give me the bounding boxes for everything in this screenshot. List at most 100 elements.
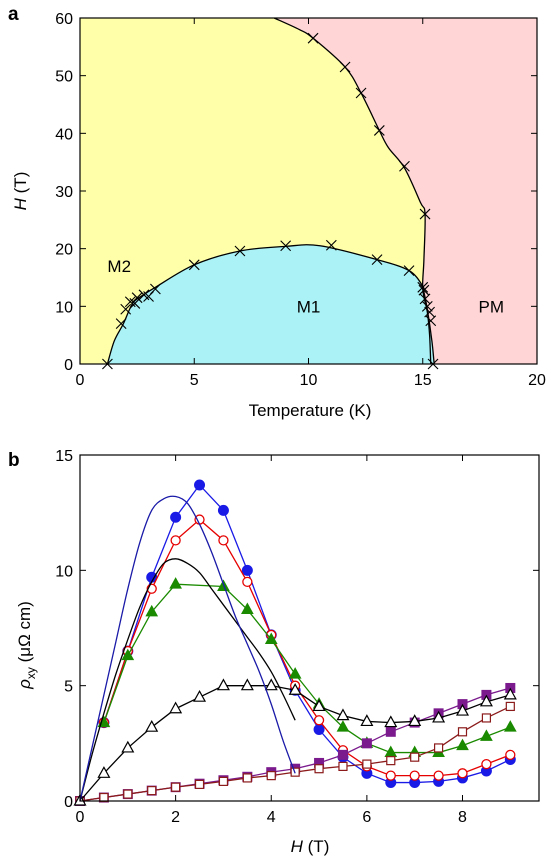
- panel-a-y-tick-label: 30: [55, 184, 73, 201]
- series-7-line: [79, 495, 296, 802]
- data-point: [264, 632, 278, 645]
- data-point: [121, 740, 135, 753]
- data-point: [385, 770, 396, 781]
- data-point: [503, 687, 517, 700]
- data-point: [97, 766, 111, 778]
- phase-marker: [373, 125, 385, 136]
- data-point: [479, 694, 493, 707]
- phase-marker: [419, 208, 431, 220]
- phase-marker: [280, 240, 292, 252]
- data-point: [123, 789, 133, 799]
- phase-marker: [150, 283, 161, 295]
- data-point: [288, 683, 302, 695]
- panel-a-x-tick-label: 15: [414, 372, 432, 389]
- phase-marker: [307, 32, 319, 44]
- panel-a-y-tick-label: 0: [64, 357, 73, 374]
- series-3: [75, 682, 516, 806]
- panel-a-x-tick-label: 20: [528, 372, 546, 389]
- data-point: [455, 703, 470, 716]
- panel-a-x-axis-label: Temperature (K): [249, 401, 372, 420]
- phase-marker: [234, 245, 246, 257]
- panel-b-x-tick-label: 2: [171, 809, 180, 826]
- panel-b-hall-resistivity: b 0 2 4 6 8 0 5 10 15 H (T) ρxy (μΩ cm): [8, 448, 540, 856]
- data-point: [169, 701, 183, 714]
- data-point: [170, 535, 181, 546]
- phase-marker: [339, 61, 351, 73]
- data-point: [433, 770, 444, 781]
- phase-marker: [188, 259, 200, 271]
- data-point: [336, 708, 350, 721]
- panel-a-y-tick-label: 40: [55, 126, 73, 143]
- panel-b-x-axis-label: H (T): [291, 837, 330, 856]
- panel-b-y-tick-label: 5: [64, 679, 73, 696]
- phase-marker: [371, 254, 383, 266]
- panel-a-y-axis-label: H (T): [11, 172, 30, 211]
- panel-a-y-tick-label: 10: [55, 299, 73, 316]
- data-point: [505, 701, 515, 712]
- phase-marker: [120, 303, 132, 315]
- data-point: [336, 720, 350, 732]
- series-4: [75, 701, 515, 806]
- data-point: [409, 770, 420, 781]
- region-label-pm: PM: [479, 297, 505, 316]
- data-point: [266, 771, 276, 781]
- phase-marker: [425, 315, 437, 327]
- data-point: [240, 602, 254, 615]
- panel-b-x-tick-label: 0: [76, 809, 85, 826]
- data-point: [362, 759, 372, 769]
- data-point: [99, 792, 109, 803]
- data-point: [480, 729, 493, 741]
- data-point: [386, 756, 396, 766]
- data-point: [313, 715, 325, 726]
- data-point: [170, 511, 182, 523]
- region-m1: [107, 244, 435, 364]
- phase-marker: [325, 239, 337, 251]
- phase-marker: [115, 318, 127, 330]
- data-point: [218, 776, 229, 786]
- panel-a-label: a: [8, 4, 19, 25]
- panel-a-x-tick-label: 10: [300, 372, 318, 389]
- data-point: [240, 678, 254, 691]
- phase-marker: [355, 87, 367, 99]
- series-5: [73, 678, 517, 806]
- data-point: [337, 749, 348, 760]
- data-point: [193, 689, 207, 702]
- region-label-m2: M2: [107, 257, 131, 276]
- data-point: [433, 743, 444, 753]
- series-2-line: [103, 583, 511, 754]
- phase-marker: [418, 284, 430, 296]
- data-point: [457, 727, 468, 737]
- phase-marker: [421, 300, 433, 312]
- data-point: [171, 782, 181, 792]
- series-6-line: [79, 558, 296, 802]
- region-label-m1: M1: [297, 297, 321, 316]
- data-point: [288, 667, 302, 679]
- data-point: [121, 648, 135, 661]
- data-point: [361, 738, 372, 749]
- phase-marker: [424, 306, 435, 318]
- data-point: [147, 786, 157, 796]
- data-point: [217, 504, 229, 516]
- data-point: [457, 768, 468, 779]
- data-point: [145, 719, 159, 732]
- phase-marker: [399, 160, 410, 172]
- data-point: [505, 749, 516, 761]
- series-1-line: [103, 518, 511, 777]
- data-point: [481, 758, 492, 770]
- panel-a-y-tick-label: 20: [55, 242, 73, 259]
- data-point: [481, 713, 492, 723]
- panel-a-phase-diagram: a M2 M1 PM 0 5 10 15 20 0 10 20 30 40 50 60 Temperatu…: [8, 4, 546, 420]
- data-point: [385, 726, 396, 737]
- panel-b-x-tick-label: 4: [267, 809, 276, 826]
- panel-b-x-tick-label: 6: [362, 809, 371, 826]
- series-1: [98, 514, 516, 781]
- panel-b-y-tick-label: 0: [64, 794, 73, 811]
- data-point: [338, 761, 348, 772]
- panel-b-y-tick-label: 10: [55, 563, 73, 580]
- data-point: [384, 715, 398, 728]
- panel-a-x-tick-label: 5: [190, 372, 199, 389]
- data-point: [242, 576, 253, 588]
- panel-b-y-tick-label: 15: [55, 448, 73, 465]
- data-point: [264, 678, 278, 691]
